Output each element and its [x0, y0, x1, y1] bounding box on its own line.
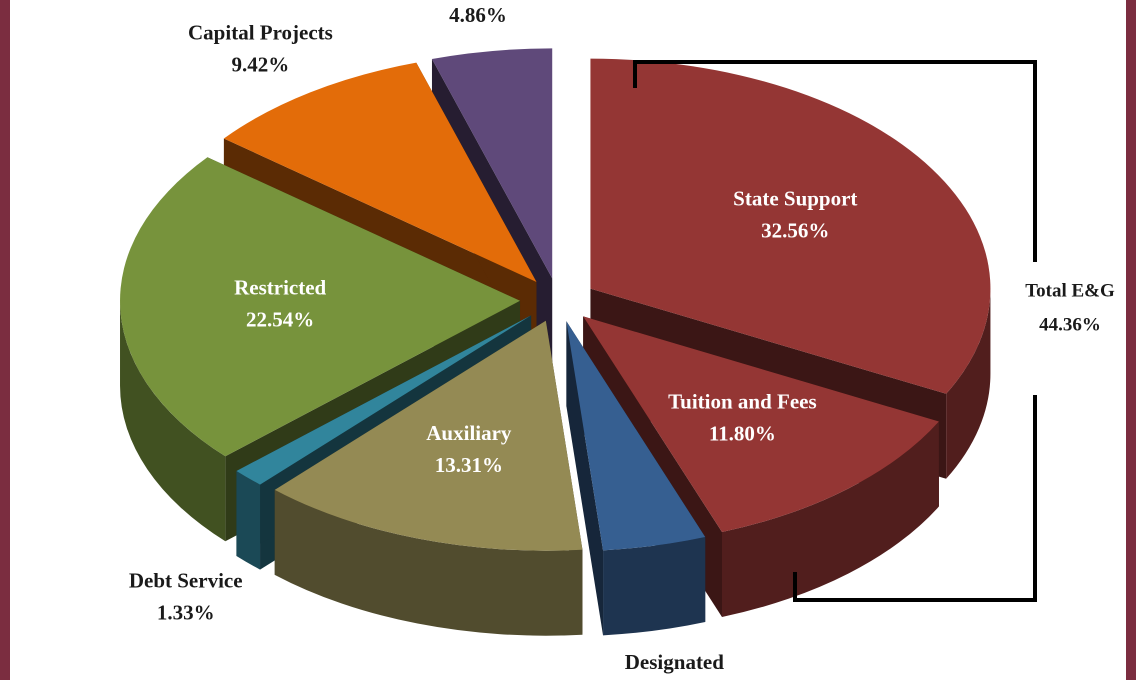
slice-value-label: 11.80%	[709, 421, 776, 445]
slice-side	[946, 288, 991, 479]
slice-top	[274, 320, 583, 551]
slice-top	[583, 316, 939, 533]
slice-top	[566, 321, 706, 551]
slice-side	[722, 421, 939, 618]
slice-side	[274, 489, 583, 636]
slice-label: Capital Projects	[188, 20, 333, 44]
chart: State Support 32.56% Tuition and Fees 11.80…	[10, 0, 1126, 680]
slice-label: Designated	[625, 650, 724, 674]
slice-side	[603, 537, 706, 636]
slice-label: State Support	[733, 187, 857, 211]
slice-label: Debt Service	[129, 568, 243, 592]
bracket	[633, 60, 1037, 602]
annotation-label: Total E&G	[1025, 280, 1115, 301]
slice-label: Auxiliary	[426, 421, 512, 445]
slice-value-label: 9.42%	[232, 52, 290, 76]
slice-top	[120, 157, 521, 457]
slice-wall	[566, 321, 604, 636]
slice	[274, 320, 583, 636]
slice-value-label: 22.54%	[246, 307, 314, 331]
slice-top	[236, 315, 532, 485]
slice-top	[590, 58, 991, 394]
annotation-value: 44.36%	[1039, 314, 1101, 335]
slice-label: Tuition and Fees	[668, 389, 817, 413]
slice-side	[120, 300, 226, 542]
slice-top	[223, 62, 537, 282]
slice	[566, 321, 706, 636]
slice-value-label: 1.33%	[157, 600, 215, 624]
slice-value-label: 13.31%	[435, 453, 503, 477]
slice-label: Restricted	[234, 275, 326, 299]
slice-top	[431, 48, 553, 279]
slice-side	[236, 470, 261, 570]
slice-value-label: 4.86%	[449, 3, 507, 27]
slice-value-label: 32.56%	[761, 219, 829, 243]
